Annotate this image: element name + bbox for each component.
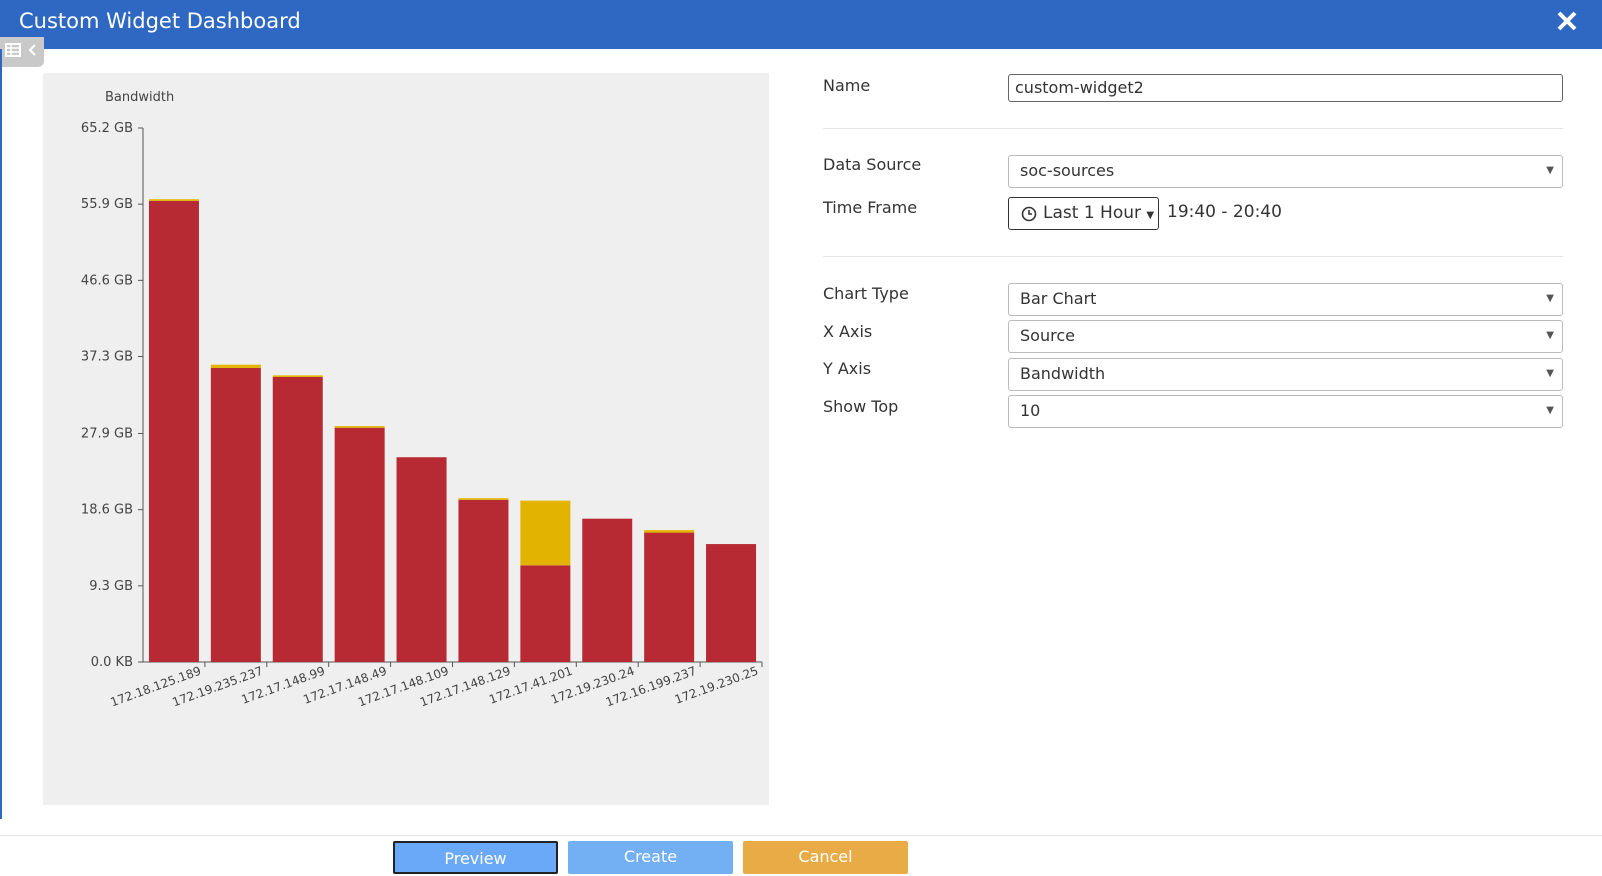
bar-segment bbox=[210, 364, 261, 368]
border bbox=[0, 49, 2, 819]
select-value: Source bbox=[1020, 326, 1075, 345]
bar-segment bbox=[520, 500, 571, 566]
bar-segment bbox=[582, 518, 633, 662]
select-value: Bar Chart bbox=[1020, 289, 1097, 308]
separator bbox=[823, 128, 1563, 129]
sidebar-toggle[interactable] bbox=[0, 37, 44, 67]
chart-panel: Bandwidth 0.0 KB 9.3 GB 18.6 GB 27.9 GB 37.3… bbox=[43, 73, 769, 805]
time-range: 19:40 - 20:40 bbox=[1167, 202, 1282, 222]
field-label: Time Frame bbox=[823, 198, 918, 217]
preview-button[interactable]: Preview bbox=[393, 841, 558, 874]
data-source-select[interactable]: soc-sources ▼ bbox=[1008, 155, 1563, 188]
field-label: Y Axis bbox=[823, 359, 872, 378]
header: Custom Widget Dashboard bbox=[0, 0, 1602, 49]
y-axis-select[interactable]: Bandwidth ▼ bbox=[1008, 358, 1563, 391]
bar-segment bbox=[458, 499, 509, 662]
select-value: Bandwidth bbox=[1020, 364, 1106, 383]
bar-segment bbox=[210, 367, 261, 662]
field-label: Data Source bbox=[823, 155, 922, 174]
footer-line bbox=[0, 835, 1602, 836]
bar-segment bbox=[706, 544, 757, 662]
select-value: 10 bbox=[1020, 401, 1041, 420]
toggle-icon bbox=[5, 43, 36, 57]
field-label: X Axis bbox=[823, 322, 873, 341]
cancel-button[interactable]: Cancel bbox=[743, 841, 908, 874]
bar-segment bbox=[272, 375, 323, 377]
bar-segment bbox=[396, 457, 447, 662]
separator bbox=[823, 256, 1563, 257]
bar-segment bbox=[148, 200, 199, 662]
y-tick-label: 27.9 GB bbox=[81, 426, 133, 441]
field-label: Chart Type bbox=[823, 284, 909, 303]
close-button[interactable] bbox=[1556, 10, 1578, 32]
y-tick-label: 37.3 GB bbox=[81, 350, 133, 365]
button-text: Last 1 Hour bbox=[1043, 203, 1141, 223]
select-value: soc-sources bbox=[1020, 161, 1115, 180]
chart: Bandwidth 0.0 KB 9.3 GB 18.6 GB 27.9 GB 37.3… bbox=[81, 90, 763, 709]
clock-icon bbox=[1021, 206, 1037, 222]
x-axis-select[interactable]: Source ▼ bbox=[1008, 320, 1563, 353]
dialog-title: Custom Widget Dashboard bbox=[19, 9, 301, 33]
bar-segment bbox=[644, 530, 695, 533]
field-label: Name bbox=[823, 76, 871, 95]
field-label: Show Top bbox=[823, 397, 899, 416]
y-tick-label: 0.0 KB bbox=[91, 655, 133, 670]
show-top-select[interactable]: 10 ▼ bbox=[1008, 395, 1563, 428]
y-tick-label: 18.6 GB bbox=[81, 503, 133, 518]
bar-segment bbox=[272, 376, 323, 662]
bar-segment bbox=[644, 532, 695, 662]
y-tick-label: 46.6 GB bbox=[81, 273, 133, 288]
y-tick-label: 9.3 GB bbox=[89, 579, 133, 594]
time-frame-button[interactable]: Last 1 Hour ▼ bbox=[1008, 197, 1159, 230]
y-axis-title: Bandwidth bbox=[105, 90, 174, 105]
bar-segment bbox=[520, 565, 571, 662]
bar-segment bbox=[334, 427, 385, 662]
name-input[interactable]: custom-widget2 bbox=[1008, 74, 1563, 102]
bar-segment bbox=[148, 199, 199, 201]
chart-type-select[interactable]: Bar Chart ▼ bbox=[1008, 283, 1563, 316]
y-tick-label: 55.9 GB bbox=[81, 197, 133, 212]
create-button[interactable]: Create bbox=[568, 841, 733, 874]
bar-segment bbox=[334, 426, 385, 428]
y-tick-label: 65.2 GB bbox=[81, 121, 133, 136]
bar-segment bbox=[458, 498, 509, 500]
